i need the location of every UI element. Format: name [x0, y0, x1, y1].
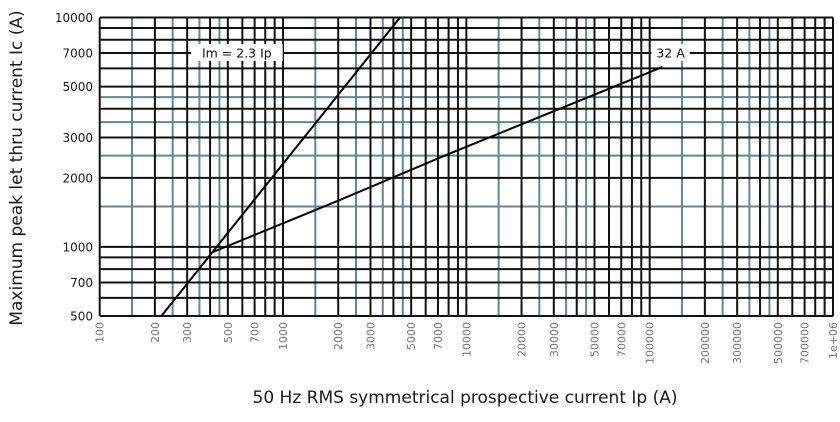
x-tick-label: 3000	[364, 322, 377, 350]
grid	[98, 16, 834, 317]
x-tick-label: 100000	[644, 322, 657, 364]
x-tick-label: 700	[249, 322, 262, 343]
x-tick-label: 200	[149, 322, 162, 343]
annotation-bg	[191, 44, 283, 62]
x-tick-label: 5000	[405, 322, 418, 350]
series-line-1	[212, 66, 663, 253]
x-tick-label: 70000	[615, 322, 628, 357]
annotations: Im = 2.3 Ip 32 A	[191, 44, 690, 62]
y-tick-label: 700	[70, 276, 93, 290]
x-tick-label: 10000	[460, 322, 473, 357]
x-tick-label: 50000	[588, 322, 601, 357]
x-tick-label: 1e+06	[827, 322, 840, 359]
x-axis-title: 50 Hz RMS symmetrical prospective curren…	[253, 388, 678, 408]
annotation-label: 32 A	[656, 46, 685, 61]
y-tick-label: 500	[70, 310, 93, 324]
x-tick-label: 500000	[772, 322, 785, 364]
x-tick-label: 2000	[332, 322, 345, 350]
x-tick-labels: 100 200 300 500 700 1000 2000 3000 5000 7000 10000…	[94, 322, 840, 364]
annotation-bg	[651, 44, 690, 62]
x-tick-label: 500	[222, 322, 235, 343]
series-layer	[160, 16, 663, 317]
x-tick-label: 200000	[699, 322, 712, 364]
series-line-0	[160, 16, 401, 317]
y-tick-label: 2000	[62, 171, 93, 185]
x-tick-label: 700000	[799, 322, 812, 364]
y-tick-labels: 500 700 1000 2000 3000 5000 7000 10000	[55, 11, 93, 324]
x-tick-label: 1000	[277, 322, 290, 350]
x-tick-label: 30000	[548, 322, 561, 357]
y-tick-label: 3000	[62, 131, 93, 145]
x-tick-label: 300000	[731, 322, 744, 364]
annotation-label: Im = 2.3 Ip	[202, 46, 272, 61]
x-tick-label: 7000	[432, 322, 445, 350]
y-tick-label: 10000	[55, 11, 93, 25]
y-axis-title: Maximum peak let thru current Ic (A)	[7, 10, 27, 325]
x-tick-label: 100	[94, 322, 107, 343]
x-tick-label: 300	[181, 322, 194, 343]
y-tick-label: 1000	[62, 240, 93, 254]
x-tick-label: 20000	[516, 322, 529, 357]
y-tick-label: 7000	[62, 47, 93, 61]
y-tick-label: 5000	[62, 80, 93, 94]
